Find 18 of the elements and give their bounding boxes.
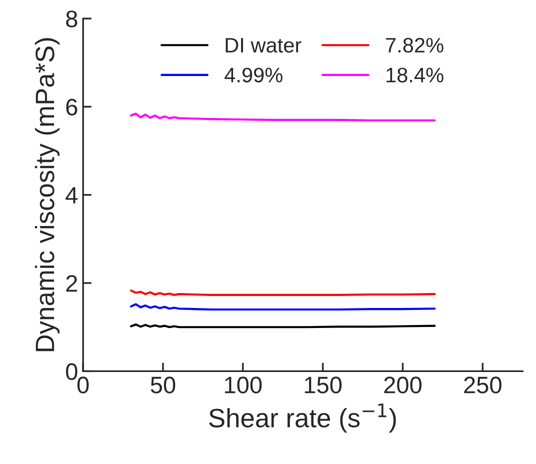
line-series [130,112,436,122]
x-tick-label: 200 [384,376,422,394]
x-tick-label: 150 [304,376,342,394]
y-tick-label: 4 [66,187,78,204]
legend-label: 4.99% [224,68,282,82]
x-tick-label: 250 [464,376,502,394]
x-tick-label: 0 [77,376,89,394]
x-axis-title: Shear rate (s$^{−1}$) [209,404,396,433]
y-tick-label: 6 [66,98,78,116]
y-tick-label: 8 [66,10,78,28]
y-tick-label: 0 [66,363,78,380]
x-tick-label: 50 [150,376,176,394]
x-tick-label: 100 [225,376,262,394]
y-axis-title: Dynamic viscosity (mPa*S) [34,38,60,352]
legend-label: 7.82% [386,38,444,53]
y-tick-label: 2 [66,275,78,292]
legend-label: DI water [226,38,302,53]
legend-label: 18.4% [386,68,444,82]
